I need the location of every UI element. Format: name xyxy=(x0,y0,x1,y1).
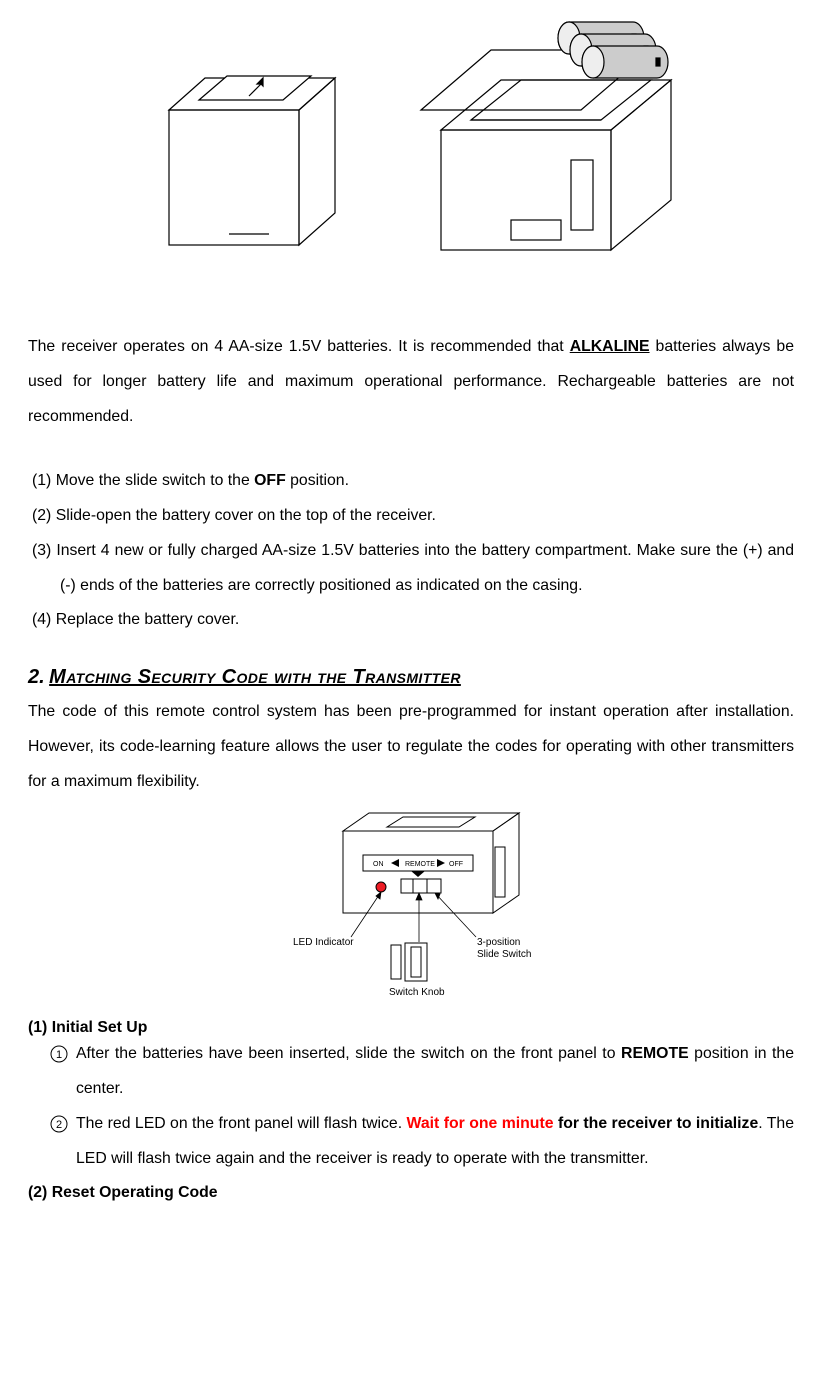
setup-item-2-text: The red LED on the front panel will flas… xyxy=(76,1107,794,1177)
step-3-text: Insert 4 new or fully charged AA-size 1.… xyxy=(56,542,794,594)
step-1-pre: Move the slide switch to the xyxy=(56,472,254,489)
setup-heading: (1) Initial Set Up xyxy=(28,1019,794,1037)
step-4: (4) Replace the battery cover. xyxy=(32,603,794,638)
figure-row xyxy=(28,0,794,310)
circled-2-icon: 2 xyxy=(50,1107,76,1177)
slide-label-1: 3-position xyxy=(477,937,520,948)
setup-1-bold: REMOTE xyxy=(621,1045,689,1062)
svg-text:1: 1 xyxy=(56,1049,62,1061)
receiver-box-open-figure xyxy=(401,20,681,280)
step-2-text: Slide-open the battery cover on the top … xyxy=(56,507,436,524)
setup-2-pre: The red LED on the front panel will flas… xyxy=(76,1115,407,1132)
intro-paragraph: The receiver operates on 4 AA-size 1.5V … xyxy=(28,330,794,434)
step-1: (1) Move the slide switch to the OFF pos… xyxy=(32,464,794,499)
intro-bold: ALKALINE xyxy=(570,338,650,355)
reset-heading: (2) Reset Operating Code xyxy=(28,1184,794,1202)
receiver-diagram: ON REMOTE OFF xyxy=(251,807,571,1007)
setup-2-bold: for the receiver to initialize xyxy=(558,1115,758,1132)
diagram-on-label: ON xyxy=(373,861,384,868)
knob-label: Switch Knob xyxy=(389,987,445,998)
receiver-diagram-wrapper: ON REMOTE OFF xyxy=(28,807,794,1007)
step-1-post: position. xyxy=(286,472,349,489)
battery-steps: (1) Move the slide switch to the OFF pos… xyxy=(32,464,794,638)
section-2-body: The code of this remote control system h… xyxy=(28,695,794,799)
section-2-number: 2. xyxy=(28,666,45,688)
led-indicator-icon xyxy=(376,882,386,892)
step-3: (3) Insert 4 new or fully charged AA-siz… xyxy=(32,534,794,604)
diagram-off-label: OFF xyxy=(449,861,463,868)
step-1-bold: OFF xyxy=(254,472,286,489)
intro-pre: The receiver operates on 4 AA-size 1.5V … xyxy=(28,338,570,355)
setup-item-2: 2 The red LED on the front panel will fl… xyxy=(50,1107,794,1177)
section-2-title: Matching Security Code with the Transmit… xyxy=(49,666,461,688)
circled-1-icon: 1 xyxy=(50,1037,76,1107)
diagram-remote-label: REMOTE xyxy=(405,861,435,868)
step-4-num: (4) xyxy=(32,611,51,628)
setup-1-pre: After the batteries have been inserted, … xyxy=(76,1045,621,1062)
step-4-text: Replace the battery cover. xyxy=(56,611,240,628)
step-2: (2) Slide-open the battery cover on the … xyxy=(32,499,794,534)
setup-2-red: Wait for one minute xyxy=(407,1115,554,1132)
section-2-heading: 2. Matching Security Code with the Trans… xyxy=(28,666,794,689)
step-2-num: (2) xyxy=(32,507,51,524)
setup-item-1: 1 After the batteries have been inserted… xyxy=(50,1037,794,1107)
page: The receiver operates on 4 AA-size 1.5V … xyxy=(0,0,822,1242)
led-label: LED Indicator xyxy=(293,937,354,948)
setup-list: 1 After the batteries have been inserted… xyxy=(50,1037,794,1176)
step-1-num: (1) xyxy=(32,472,51,489)
setup-item-1-text: After the batteries have been inserted, … xyxy=(76,1037,794,1107)
slide-label-2: Slide Switch xyxy=(477,949,531,960)
receiver-box-closed-figure xyxy=(141,20,341,280)
step-3-num: (3) xyxy=(32,542,51,559)
svg-text:2: 2 xyxy=(56,1119,62,1131)
down-triangle-icon xyxy=(411,871,425,877)
